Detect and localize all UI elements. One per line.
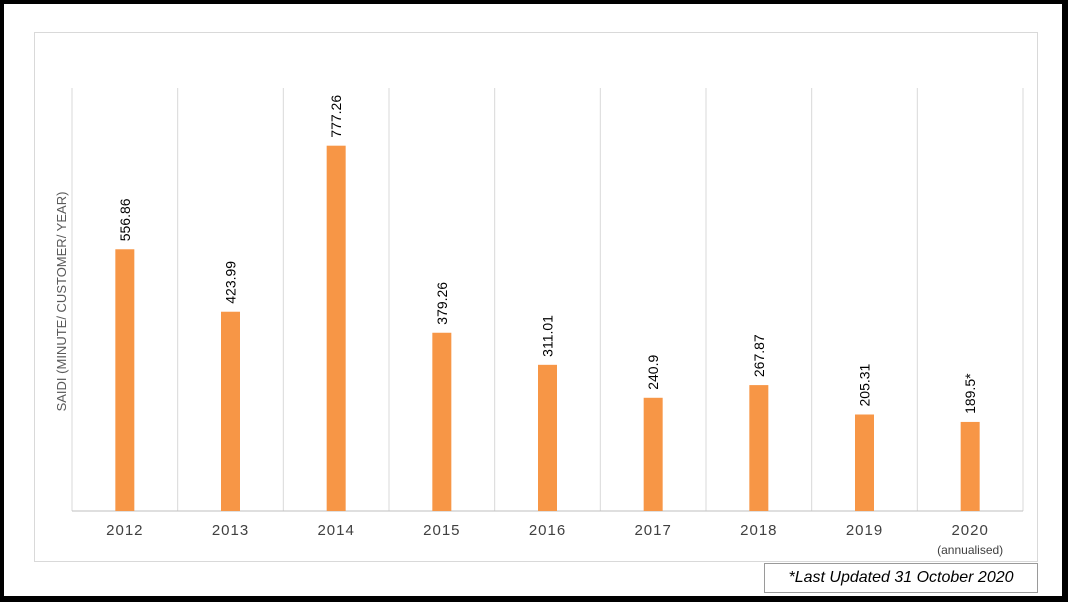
data-label: 240.9 [645,355,661,390]
y-axis-label: SAIDI (MINUTE/ CUSTOMER/ YEAR) [54,192,69,412]
last-updated-text: *Last Updated 31 October 2020 [788,569,1014,586]
bar-2018 [749,385,769,511]
bar-2016 [538,364,557,511]
bar-2017 [643,397,663,511]
data-label: 777.26 [328,95,344,138]
x-tick-label: 2018 [740,522,777,539]
chart-frame: SAIDI (MINUTE/ CUSTOMER/ YEAR) 556.86 2012… [4,4,1062,596]
x-tick-label: 2017 [634,522,671,539]
x-tick-label: 2014 [317,522,354,539]
bar-2015 [432,332,452,511]
data-label: 205.31 [857,363,873,406]
data-label: 379.26 [434,282,450,325]
bar-2013 [221,311,240,511]
bar-2014 [326,145,346,511]
x-tick-label: 2020 [951,522,988,539]
chart-area: SAIDI (MINUTE/ CUSTOMER/ YEAR) 556.86 2012… [34,32,1038,562]
x-tick-sublabel: (annualised) [937,543,1003,557]
data-label: 189.5* [962,373,978,414]
x-tick-label: 2015 [423,522,460,539]
data-label: 423.99 [223,261,239,304]
x-tick-label: 2013 [212,522,249,539]
saidi-bar-chart: SAIDI (MINUTE/ CUSTOMER/ YEAR) 556.86 2012… [54,88,1024,557]
bar-2012 [115,249,135,511]
bar-2019 [855,414,874,511]
x-tick-label: 2019 [846,522,883,539]
bar-2020 [960,421,980,511]
last-updated-note: *Last Updated 31 October 2020 [764,563,1038,593]
data-label: 267.87 [751,334,767,377]
x-tick-label: 2012 [106,522,143,539]
x-tick-label: 2016 [529,522,566,539]
data-label: 556.86 [117,198,133,241]
data-label: 311.01 [540,315,556,357]
